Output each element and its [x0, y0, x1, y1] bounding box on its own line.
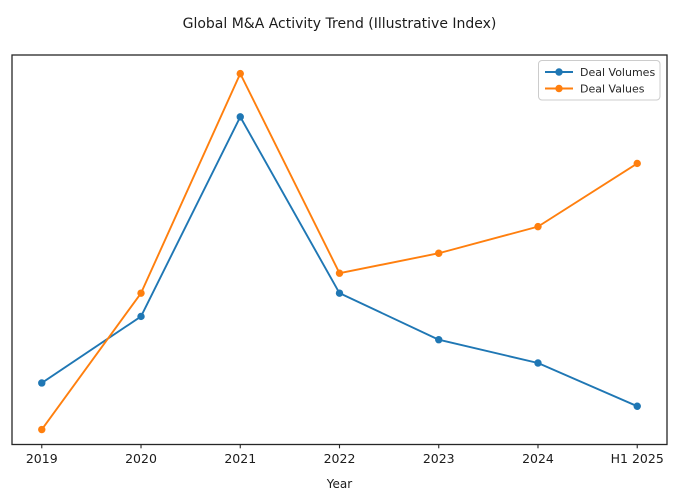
legend-entry-deal-volumes: Deal Volumes	[545, 66, 655, 79]
deal-volumes-marker-h1-2025	[633, 402, 641, 410]
chart-title: Global M&A Activity Trend (Illustrative …	[183, 16, 497, 32]
deal-values-marker-h1-2025	[633, 159, 641, 168]
x-tick-label-h1-2025: H1 2025	[611, 451, 664, 466]
deal-volumes-marker-2021	[236, 113, 244, 121]
x-tick-label-2022: 2022	[324, 451, 356, 466]
deal-volumes-marker-2019	[38, 379, 46, 387]
x-tick-label-2021: 2021	[224, 451, 256, 466]
legend-marker-deal-values	[555, 84, 563, 93]
deal-volumes-marker-2024	[534, 359, 542, 367]
x-tick-label-2023: 2023	[423, 451, 455, 466]
deal-values-marker-2024	[534, 222, 542, 231]
deal-volumes-marker-2022	[335, 289, 344, 297]
legend-frame	[538, 60, 661, 101]
x-axis-title: Year	[326, 477, 352, 491]
x-tick-label-2019: 2019	[26, 451, 58, 466]
deal-values-marker-2019	[38, 425, 46, 434]
x-axis: 2019 2020 2021 2022 2023 2024 H1 2025	[26, 444, 664, 466]
deal-volumes-marker-2020	[137, 312, 145, 321]
deal-values-marker-2023	[435, 249, 443, 257]
legend: Deal Volumes Deal Values	[538, 60, 661, 101]
x-tick-label-2024: 2024	[522, 451, 554, 466]
deal-values-marker-2022	[335, 269, 344, 277]
deal-volumes-marker-2023	[435, 336, 443, 344]
legend-label-deal-values: Deal Values	[580, 83, 645, 96]
x-tick-label-2020: 2020	[125, 451, 157, 466]
legend-entry-deal-values: Deal Values	[545, 83, 645, 96]
deal-values-marker-2020	[137, 289, 145, 297]
deal-values-marker-2021	[236, 69, 244, 78]
legend-marker-deal-volumes	[555, 68, 563, 76]
series-layer	[38, 69, 641, 434]
legend-label-deal-volumes: Deal Volumes	[580, 66, 655, 79]
